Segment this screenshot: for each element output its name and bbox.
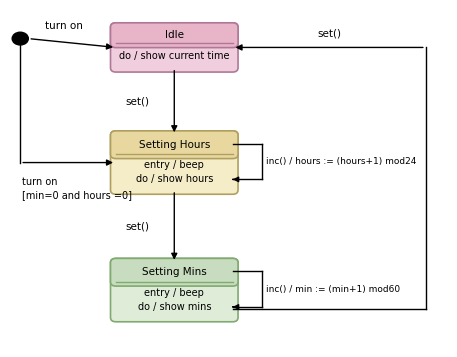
FancyBboxPatch shape — [111, 258, 238, 286]
Text: set(): set() — [126, 96, 149, 106]
FancyBboxPatch shape — [111, 131, 238, 159]
FancyBboxPatch shape — [111, 23, 238, 47]
Text: do / show current time: do / show current time — [119, 51, 229, 61]
Text: inc() / hours := (hours+1) mod24: inc() / hours := (hours+1) mod24 — [266, 157, 417, 166]
FancyBboxPatch shape — [111, 258, 238, 322]
Text: turn on
[min=0 and hours =0]: turn on [min=0 and hours =0] — [22, 177, 133, 200]
Text: entry / beep
do / show hours: entry / beep do / show hours — [136, 160, 213, 184]
Text: turn on: turn on — [45, 21, 83, 31]
Text: entry / beep
do / show mins: entry / beep do / show mins — [138, 288, 211, 312]
Text: set(): set() — [126, 221, 149, 231]
Text: Setting Mins: Setting Mins — [142, 267, 207, 277]
Text: set(): set() — [317, 29, 341, 39]
Text: Setting Hours: Setting Hours — [138, 140, 210, 150]
FancyBboxPatch shape — [111, 23, 238, 72]
Text: inc() / min := (min+1) mod60: inc() / min := (min+1) mod60 — [266, 285, 400, 294]
Circle shape — [12, 32, 28, 45]
FancyBboxPatch shape — [111, 131, 238, 194]
Text: Idle: Idle — [165, 30, 184, 40]
